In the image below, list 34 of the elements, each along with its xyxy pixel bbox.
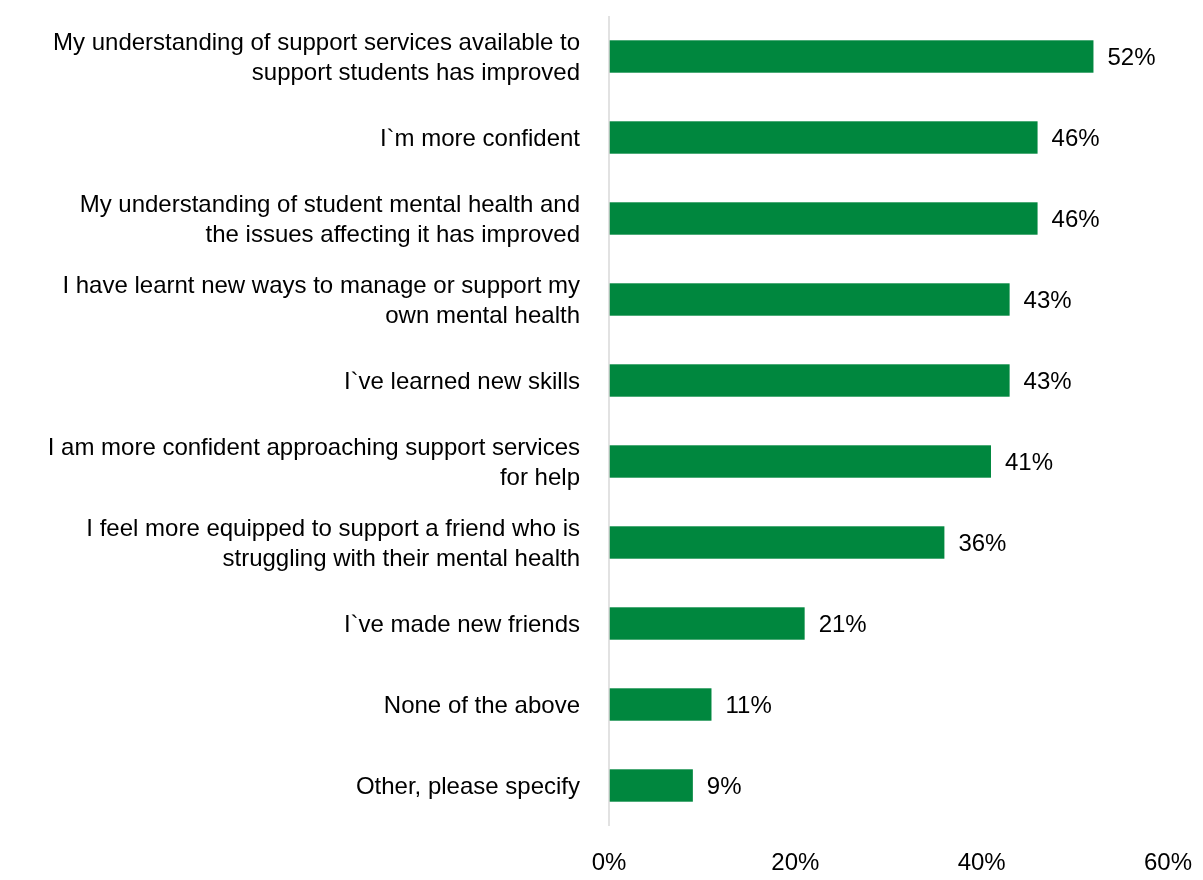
- data-label: 41%: [1004, 447, 1054, 475]
- data-label: 46%: [1051, 204, 1100, 232]
- data-label: 43%: [1023, 285, 1072, 313]
- data-label: 43%: [1023, 366, 1072, 394]
- y-tick-label: I feel more equipped to support a friend who is struggling with their mental health: [86, 513, 580, 571]
- y-tick-label: None of the above: [383, 690, 580, 718]
- bar: [609, 364, 1010, 397]
- y-tick-label: My understanding of student mental health and the issues affecting it has improved: [79, 189, 580, 247]
- bar: [609, 607, 805, 640]
- y-tick-label: I`ve learned new skills: [343, 366, 580, 394]
- bar: [609, 202, 1038, 235]
- bar: [609, 121, 1038, 154]
- bar: [609, 445, 991, 478]
- y-tick-label: I`ve made new friends: [343, 609, 580, 637]
- y-tick-label: I have learnt new ways to manage or support my own mental health: [62, 270, 580, 328]
- bar: [609, 283, 1010, 316]
- x-tick-label: 60%: [1143, 848, 1193, 875]
- bar: [609, 40, 1094, 73]
- x-tick-label: 40%: [957, 848, 1006, 875]
- bar: [609, 526, 945, 559]
- data-label: 36%: [958, 528, 1007, 556]
- y-tick-label: Other, please specify: [355, 771, 580, 799]
- y-tick-label: My understanding of support services available to support students has improved: [53, 27, 580, 85]
- y-tick-label: I am more confident approaching support services for help: [47, 432, 580, 490]
- x-tick-label: 0%: [591, 848, 627, 875]
- data-label: 21%: [818, 609, 867, 637]
- y-tick-label: I`m more confident: [379, 123, 581, 151]
- data-label: 9%: [706, 771, 742, 799]
- data-label: 46%: [1051, 123, 1100, 151]
- x-tick-label: 20%: [771, 848, 820, 875]
- bar: [609, 688, 712, 721]
- data-label: 11%: [725, 690, 772, 718]
- bar: [609, 769, 693, 802]
- data-label: 52%: [1107, 42, 1156, 70]
